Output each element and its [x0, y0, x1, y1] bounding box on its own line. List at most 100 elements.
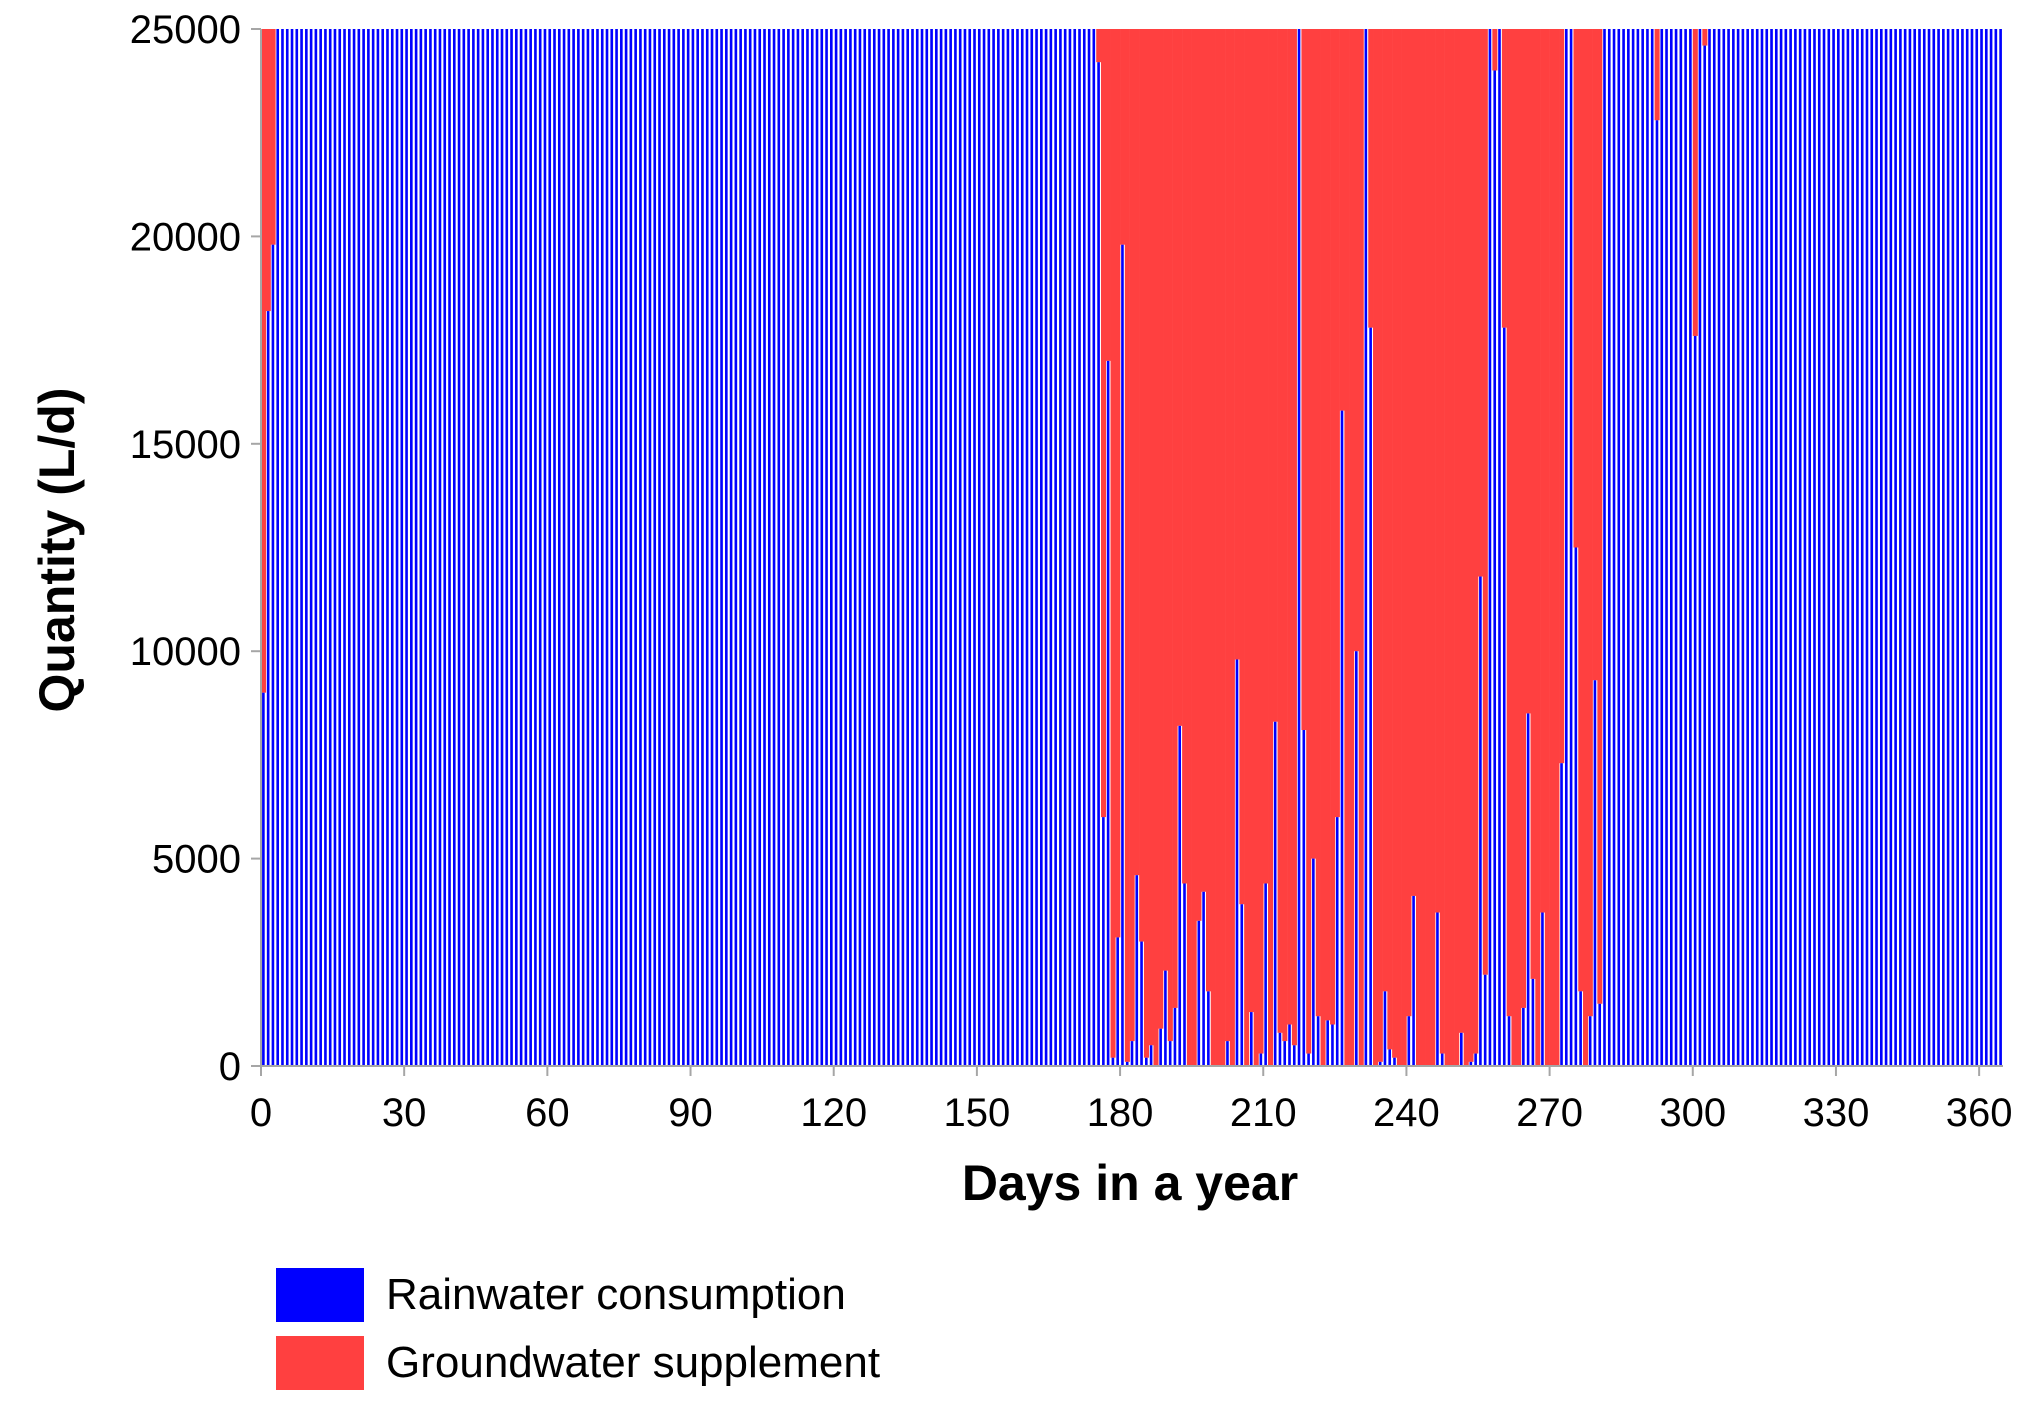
bar-rainwater-day-5 — [281, 29, 284, 1066]
bar-rainwater-day-181 — [1121, 244, 1124, 1066]
bar-rainwater-day-316 — [1765, 29, 1769, 1066]
bar-rainwater-day-144 — [944, 29, 948, 1066]
bar-groundwater-day-276 — [1573, 29, 1579, 548]
bar-rainwater-day-154 — [992, 29, 995, 1066]
bar-groundwater-day-263 — [1511, 29, 1517, 1066]
bar-groundwater-day-211 — [1263, 29, 1269, 884]
bar-groundwater-day-182 — [1124, 29, 1130, 1062]
bar-groundwater-day-249 — [1444, 29, 1450, 1066]
bar-rainwater-day-276 — [1574, 547, 1578, 1066]
bar-rainwater-day-179 — [1111, 1057, 1115, 1066]
bar-groundwater-day-254 — [1468, 29, 1474, 1062]
bar-rainwater-day-2 — [266, 311, 270, 1066]
bar-rainwater-day-303 — [1703, 45, 1707, 1066]
bar-rainwater-day-156 — [1001, 29, 1005, 1066]
bar-rainwater-day-178 — [1106, 360, 1110, 1067]
bar-groundwater-day-189 — [1158, 29, 1164, 1029]
legend-item-groundwater: Groundwater supplement — [276, 1330, 880, 1396]
bar-rainwater-day-267 — [1531, 978, 1535, 1066]
bar-rainwater-day-173 — [1082, 29, 1086, 1066]
bar-groundwater-day-281 — [1597, 29, 1603, 1004]
bar-rainwater-day-135 — [901, 29, 905, 1066]
bar-rainwater-day-235 — [1378, 1061, 1382, 1066]
bar-rainwater-day-294 — [1660, 29, 1664, 1066]
bar-rainwater-day-71 — [596, 29, 599, 1066]
bar-rainwater-day-261 — [1502, 327, 1506, 1066]
bar-rainwater-day-171 — [1073, 29, 1077, 1066]
bar-rainwater-day-311 — [1741, 29, 1745, 1066]
bar-rainwater-day-108 — [772, 29, 776, 1066]
bar-rainwater-day-184 — [1135, 875, 1139, 1066]
bar-groundwater-day-230 — [1353, 29, 1359, 652]
bar-rainwater-day-34 — [419, 29, 423, 1066]
bar-groundwater-day-2 — [265, 29, 271, 312]
bar-rainwater-day-340 — [1879, 29, 1883, 1066]
bar-rainwater-day-291 — [1646, 29, 1649, 1066]
bar-groundwater-day-245 — [1425, 29, 1431, 1066]
bar-rainwater-day-168 — [1059, 29, 1062, 1066]
bar-rainwater-day-1 — [262, 692, 265, 1066]
bar-rainwater-day-28 — [390, 29, 394, 1066]
x-tick-label-120: 120 — [800, 1091, 867, 1135]
bar-rainwater-day-130 — [877, 29, 881, 1066]
bar-rainwater-day-70 — [591, 29, 594, 1066]
bar-groundwater-day-268 — [1535, 29, 1541, 1066]
bar-rainwater-day-334 — [1851, 29, 1854, 1066]
bar-rainwater-day-67 — [577, 29, 580, 1066]
bar-rainwater-day-317 — [1770, 29, 1773, 1066]
bar-rainwater-day-161 — [1025, 29, 1029, 1066]
bar-groundwater-day-221 — [1310, 29, 1317, 859]
bar-rainwater-day-186 — [1145, 1057, 1148, 1066]
bar-groundwater-day-185 — [1139, 29, 1145, 942]
bar-rainwater-day-56 — [524, 29, 528, 1066]
bar-rainwater-day-189 — [1159, 1028, 1162, 1066]
bar-groundwater-day-194 — [1182, 29, 1188, 884]
bar-groundwater-day-192 — [1172, 29, 1178, 1008]
x-tick-label-30: 30 — [382, 1091, 427, 1135]
bar-rainwater-day-290 — [1641, 29, 1644, 1066]
bar-groundwater-day-242 — [1411, 29, 1417, 896]
bar-groundwater-day-207 — [1244, 29, 1250, 1066]
legend-label-groundwater: Groundwater supplement — [386, 1338, 881, 1387]
bar-rainwater-day-21 — [357, 29, 361, 1066]
bar-rainwater-day-286 — [1622, 29, 1625, 1066]
bar-groundwater-day-279 — [1587, 29, 1593, 1017]
bar-rainwater-day-169 — [1063, 29, 1067, 1066]
x-tick-label-240: 240 — [1373, 1091, 1440, 1135]
bar-rainwater-day-208 — [1250, 1012, 1253, 1066]
bar-groundwater-day-257 — [1482, 29, 1488, 975]
bar-rainwater-day-190 — [1164, 970, 1167, 1066]
bar-rainwater-day-314 — [1755, 29, 1759, 1066]
bar-groundwater-day-235 — [1377, 29, 1383, 1062]
bar-rainwater-day-107 — [767, 29, 771, 1066]
bar-rainwater-day-57 — [529, 29, 532, 1066]
bar-groundwater-day-199 — [1205, 29, 1212, 992]
bar-rainwater-day-227 — [1340, 410, 1344, 1066]
bar-rainwater-day-219 — [1302, 730, 1306, 1066]
y-axis: 0 5000 10000 15000 20000 25000 — [130, 8, 262, 1089]
bar-rainwater-day-225 — [1331, 1024, 1334, 1066]
bar-groundwater-day-244 — [1420, 29, 1426, 1066]
bar-rainwater-day-174 — [1087, 29, 1091, 1066]
legend-swatch-groundwater — [276, 1336, 364, 1390]
bar-rainwater-day-296 — [1669, 29, 1673, 1066]
bar-rainwater-day-331 — [1837, 29, 1840, 1066]
bar-rainwater-day-293 — [1655, 120, 1659, 1066]
bar-rainwater-day-361 — [1980, 29, 1983, 1066]
bar-rainwater-day-163 — [1035, 29, 1038, 1066]
bar-rainwater-day-241 — [1407, 1016, 1411, 1066]
bar-rainwater-day-155 — [997, 29, 1000, 1066]
bar-rainwater-day-66 — [572, 29, 575, 1066]
bar-rainwater-day-302 — [1698, 29, 1702, 1066]
bar-rainwater-day-136 — [906, 29, 909, 1066]
bar-rainwater-day-322 — [1794, 29, 1797, 1066]
bar-rainwater-day-54 — [515, 29, 518, 1066]
bar-rainwater-day-342 — [1889, 29, 1893, 1066]
bar-rainwater-day-347 — [1913, 29, 1917, 1066]
bar-groundwater-day-198 — [1201, 29, 1207, 892]
bar-rainwater-day-120 — [830, 29, 833, 1066]
bar-rainwater-day-341 — [1884, 29, 1888, 1066]
bar-rainwater-day-348 — [1918, 29, 1921, 1066]
bar-rainwater-day-289 — [1636, 29, 1640, 1066]
bar-groundwater-day-206 — [1239, 29, 1245, 905]
